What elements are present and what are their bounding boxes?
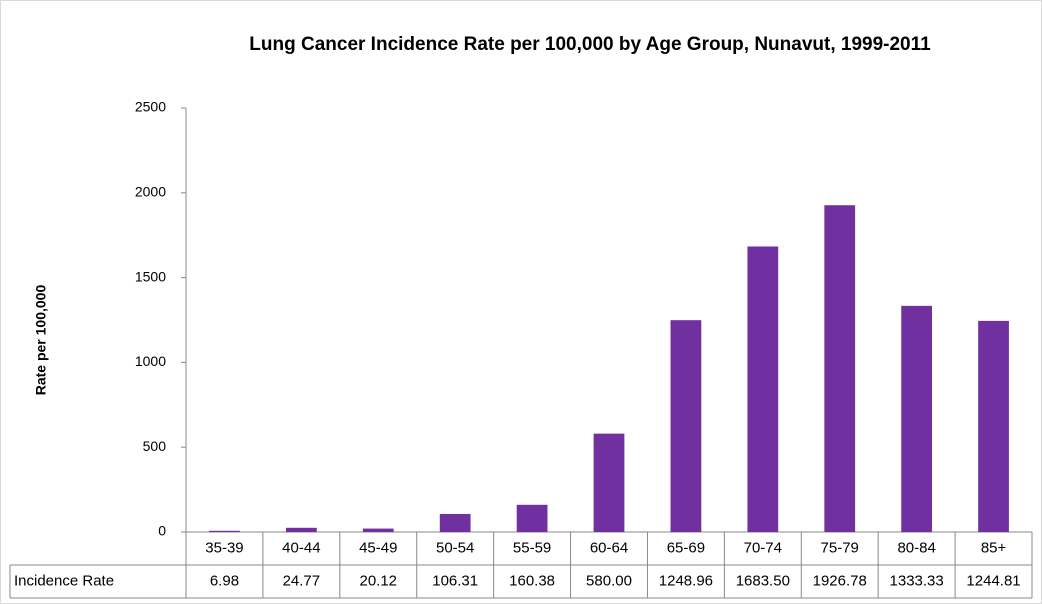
data-label: 1248.96 xyxy=(659,572,713,589)
chart-title: Lung Cancer Incidence Rate per 100,000 b… xyxy=(249,34,931,55)
legend-label: Incidence Rate xyxy=(14,572,114,589)
x-tick-label: 40-44 xyxy=(282,539,320,556)
data-label: 1333.33 xyxy=(890,572,944,589)
x-tick-label: 50-54 xyxy=(436,539,474,556)
bar xyxy=(593,433,625,532)
y-tick-label: 500 xyxy=(143,438,167,454)
x-tick-label: 75-79 xyxy=(821,539,859,556)
x-tick-label: 35-39 xyxy=(205,539,243,556)
bar xyxy=(747,246,779,532)
x-tick-label: 45-49 xyxy=(359,539,397,556)
x-tick-label: 70-74 xyxy=(744,539,782,556)
bar xyxy=(362,528,394,532)
data-label: 1926.78 xyxy=(813,572,867,589)
data-label: 6.98 xyxy=(210,572,239,589)
y-tick-label: 1500 xyxy=(135,268,166,284)
y-tick-label: 1000 xyxy=(135,353,166,369)
bar xyxy=(439,513,471,532)
x-tick-label: 55-59 xyxy=(513,539,551,556)
bar xyxy=(670,320,702,532)
bar xyxy=(978,320,1009,532)
bar xyxy=(285,527,317,532)
bar xyxy=(209,530,240,532)
data-label: 20.12 xyxy=(359,572,397,589)
x-tick-label: 60-64 xyxy=(590,539,628,556)
data-label: 24.77 xyxy=(283,572,321,589)
bar xyxy=(824,205,856,532)
data-label: 580.00 xyxy=(586,572,632,589)
data-label: 160.38 xyxy=(509,572,555,589)
bar xyxy=(516,504,548,532)
x-tick-label: 80-84 xyxy=(897,539,935,556)
data-label: 1244.81 xyxy=(966,572,1020,589)
y-tick-label: 0 xyxy=(158,523,166,539)
bar xyxy=(901,305,933,532)
y-axis-label: Rate per 100,000 xyxy=(33,285,49,396)
x-tick-label: 65-69 xyxy=(667,539,705,556)
data-label: 106.31 xyxy=(432,572,478,589)
y-tick-label: 2500 xyxy=(135,99,166,115)
y-tick-label: 2000 xyxy=(135,184,166,200)
data-label: 1683.50 xyxy=(736,572,790,589)
x-tick-label: 85+ xyxy=(981,539,1007,556)
